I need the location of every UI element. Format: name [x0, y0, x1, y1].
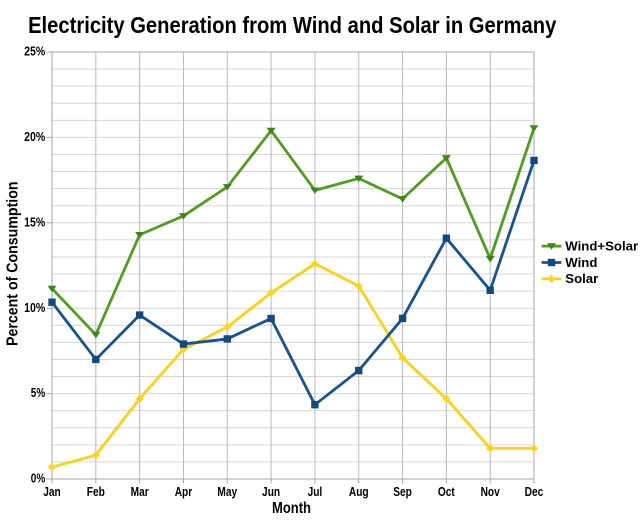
svg-text:Jan: Jan	[43, 485, 61, 499]
svg-text:Wind+Solar: Wind+Solar	[565, 238, 638, 253]
svg-text:0%: 0%	[31, 472, 45, 486]
svg-text:Wind: Wind	[565, 255, 597, 270]
svg-text:Oct: Oct	[438, 485, 456, 499]
svg-text:May: May	[217, 485, 237, 499]
svg-text:Electricity Generation from Wi: Electricity Generation from Wind and Sol…	[28, 12, 556, 38]
svg-text:25%: 25%	[24, 45, 45, 59]
svg-text:20%: 20%	[24, 130, 45, 144]
svg-text:Nov: Nov	[481, 485, 500, 499]
svg-text:5%: 5%	[31, 386, 45, 400]
svg-text:10%: 10%	[24, 301, 45, 315]
svg-text:Apr: Apr	[175, 485, 193, 499]
svg-text:Mar: Mar	[131, 485, 149, 499]
svg-text:Dec: Dec	[525, 485, 544, 499]
svg-text:Percent of Consumption: Percent of Consumption	[4, 181, 21, 346]
svg-text:Sep: Sep	[393, 485, 412, 499]
svg-text:Month: Month	[272, 500, 311, 517]
svg-text:Feb: Feb	[87, 485, 105, 499]
svg-text:Jul: Jul	[308, 485, 323, 499]
svg-text:15%: 15%	[24, 215, 45, 229]
svg-text:Aug: Aug	[349, 485, 369, 499]
svg-text:Jun: Jun	[262, 485, 280, 499]
svg-text:Solar: Solar	[565, 271, 598, 286]
